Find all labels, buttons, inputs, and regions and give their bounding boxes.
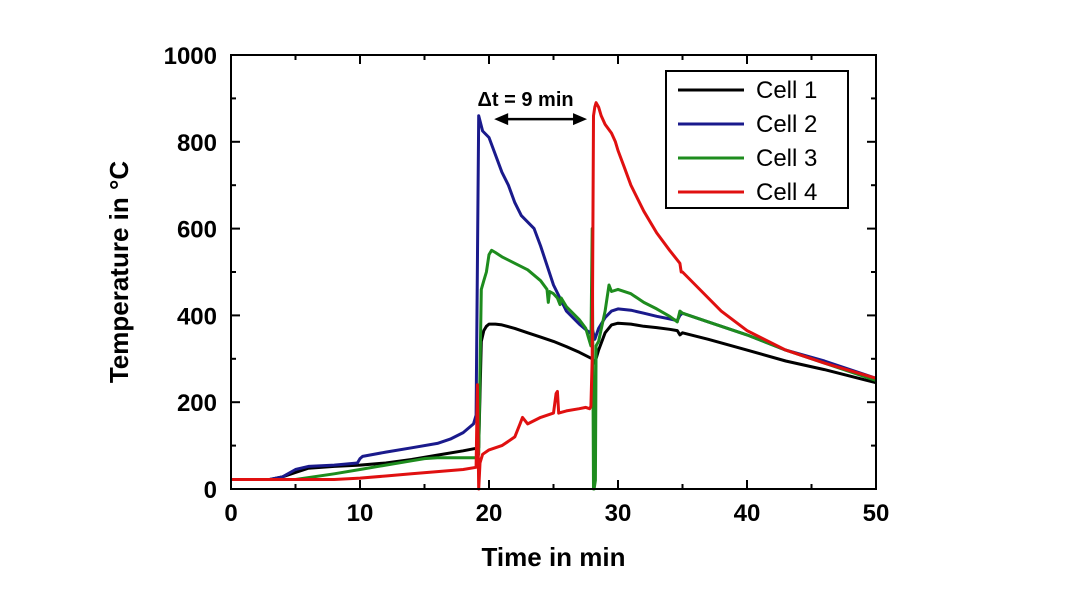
x-tick-label: 30 [605,500,632,527]
x-tick-label: 50 [863,500,890,527]
delta-t-label: Δt = 9 min [478,89,574,111]
x-tick-label: 0 [224,500,237,527]
legend-label-cell-4: Cell 4 [756,179,817,206]
legend: Cell 1 Cell 2 Cell 3 Cell 4 [666,71,848,208]
x-axis-title: Time in min [482,542,626,572]
y-tick-label: 800 [177,130,217,157]
legend-label-cell-1: Cell 1 [756,77,817,104]
x-tick-label: 10 [347,500,374,527]
delta-t-arrowhead-right [573,113,587,125]
delta-t-arrowhead-left [494,113,508,125]
legend-label-cell-3: Cell 3 [756,145,817,172]
x-tick-label: 20 [476,500,503,527]
y-tick-label: 400 [177,303,217,330]
y-tick-label: 200 [177,390,217,417]
y-tick-label: 600 [177,217,217,244]
x-tick-label: 40 [734,500,761,527]
temperature-chart: 0 10 20 30 40 50 0 200 400 600 800 1000 Time in min… [0,0,1068,601]
y-tick-label: 0 [204,477,217,504]
legend-label-cell-2: Cell 2 [756,111,817,138]
y-axis-title: Temperature in °C [104,161,134,384]
y-tick-label: 1000 [164,43,217,70]
delta-t-annotation: Δt = 9 min [478,89,587,125]
